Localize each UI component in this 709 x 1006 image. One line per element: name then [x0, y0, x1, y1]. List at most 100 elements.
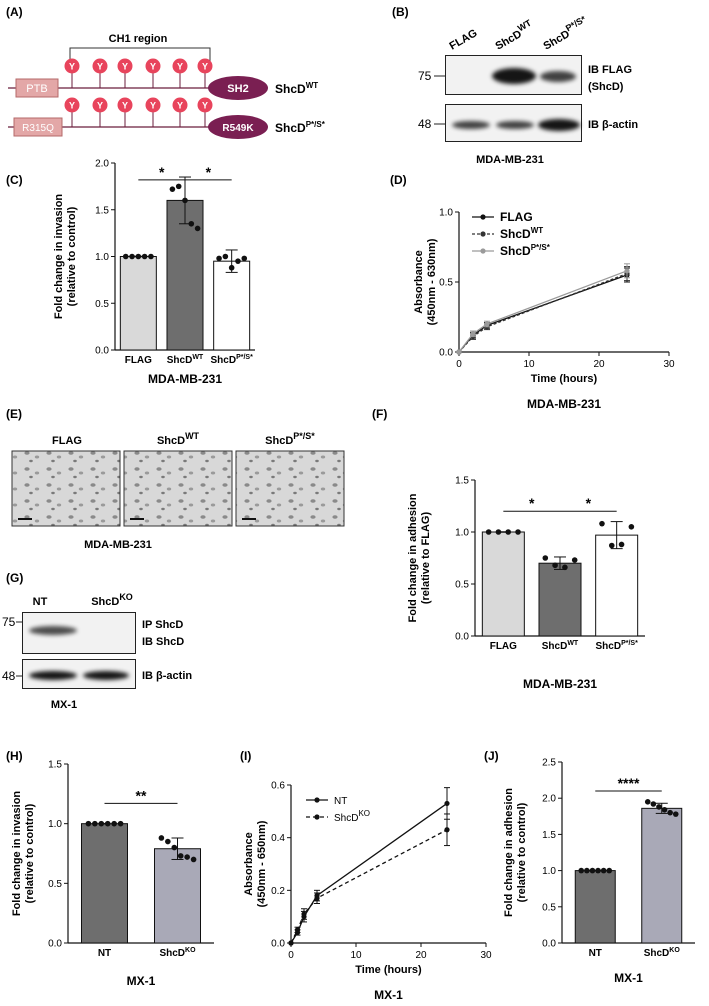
panel-g-cell-line: MX-1 [51, 699, 77, 711]
y-tick-label: 1.5 [455, 476, 469, 487]
y-axis-label: Absorbance [413, 250, 425, 314]
data-point [228, 264, 235, 271]
panel-label-d: (D) [390, 173, 407, 187]
chart-c: 0.0 0.5 1.0 1.5 2.0 Fold change in invasion (r… [53, 159, 255, 386]
panel-g-labels: NT ShcDKO 75 48 IP ShcD IB ShcD IB β-act… [2, 592, 192, 711]
x-tick-label: 10 [523, 359, 535, 370]
blot-g-actin [22, 659, 136, 689]
blot-g-shcd [22, 612, 136, 654]
data-point [171, 844, 178, 851]
mw-48-g: 48 [2, 669, 16, 683]
data-point [618, 541, 625, 548]
data-point [485, 529, 492, 535]
y-tick-label: 0.0 [542, 939, 556, 950]
micrograph-shcd-wt [123, 450, 233, 527]
tick-label: FLAG [125, 355, 152, 366]
tyrosine-label: Y [122, 101, 128, 111]
significance-mark: * [159, 164, 165, 180]
tyrosine-label: Y [69, 101, 75, 111]
data-point [515, 529, 521, 535]
tyrosine-icon [117, 58, 133, 74]
ptb-domain-label: PTB [26, 83, 47, 95]
data-point [184, 854, 190, 860]
y-axis-label: Fold change in adhesion [407, 493, 419, 622]
x-tick-label: 10 [350, 950, 362, 961]
panel-label-c: (C) [6, 173, 23, 187]
tyrosine-label: Y [150, 62, 156, 72]
data-point [111, 820, 117, 827]
mw-48-b: 48 [418, 117, 432, 131]
x-axis-label: MX-1 [614, 971, 643, 985]
tick-label: ShcDWT [167, 354, 204, 366]
tyrosine-label: Y [202, 62, 208, 72]
lane-label-flag: FLAG [448, 27, 480, 52]
micro-label-shcd-mut: ShcDP*/S* [265, 431, 315, 447]
y-tick-label: 0.6 [271, 781, 285, 792]
data-point [624, 268, 630, 274]
y-tick-label: 0.5 [95, 299, 109, 310]
ib-flag-sublabel: (ShcD) [588, 81, 624, 93]
panel-label-j: (J) [484, 749, 499, 763]
r315q-label: R315Q [22, 123, 54, 134]
significance-mark: * [586, 495, 592, 511]
band-actin-3 [538, 119, 580, 131]
chart-j: 0.0 0.5 1.0 1.5 2.0 2.5 Fold change in adhesio… [503, 758, 695, 985]
data-point [456, 349, 462, 355]
data-point [542, 555, 549, 561]
significance-mark: * [206, 164, 212, 180]
data-point [552, 562, 558, 569]
data-point [650, 801, 657, 807]
data-point [301, 911, 307, 917]
legend-label: FLAG [500, 210, 533, 224]
y-tick-label: 1.5 [48, 760, 62, 771]
tyrosine-icon [172, 97, 188, 113]
panel-label-b: (B) [392, 5, 409, 19]
tyrosine-label: Y [97, 62, 103, 72]
bar [166, 199, 204, 351]
data-point [589, 867, 596, 874]
legend-label: ShcDWT [500, 226, 543, 241]
micro-label-shcd-wt: ShcDWT [157, 431, 200, 447]
y-axis-label: Fold change in invasion [11, 791, 23, 917]
ib-shcd-label: IB ShcD [142, 636, 184, 648]
x-tick-label: 30 [480, 950, 492, 961]
tick-label: NT [98, 948, 111, 959]
band-actin-2 [496, 121, 534, 129]
tyrosine-label: Y [177, 101, 183, 111]
data-point [235, 258, 241, 264]
tick-label: ShcDP*/S* [596, 640, 639, 652]
data-point [606, 867, 613, 874]
data-point [600, 867, 607, 874]
data-point [444, 800, 450, 807]
y-tick-label: 1.0 [95, 252, 109, 263]
band-flag-wt [492, 68, 536, 84]
series-line [290, 829, 448, 944]
mw-75-g: 75 [2, 615, 16, 629]
panel-e-cell-line: MDA-MB-231 [84, 539, 152, 551]
data-point [194, 225, 201, 232]
data-point [444, 827, 450, 833]
y-tick-label: 0.0 [439, 348, 453, 359]
legend-label: ShcDKO [334, 809, 370, 824]
y-tick-label: 0.5 [542, 902, 556, 913]
y-tick-label: 0.5 [48, 879, 62, 890]
bar [213, 260, 251, 351]
band-actin-ko [83, 671, 129, 680]
y-axis-label: (relative to FLAG) [420, 512, 432, 605]
legend-marker [314, 814, 320, 820]
band-actin-1 [452, 121, 490, 129]
blot-b-actin [445, 104, 582, 142]
row2-protein-name: ShcDP*/S* [275, 120, 326, 135]
y-tick-label: 0.0 [271, 939, 285, 950]
data-point [288, 940, 294, 946]
data-point [495, 529, 502, 535]
x-tick-label: 30 [663, 359, 675, 370]
tyrosine-label: Y [97, 101, 103, 111]
y-tick-label: 2.5 [542, 758, 556, 769]
x-axis-label: MX-1 [127, 974, 156, 988]
x-axis-label: Time (hours) [531, 373, 598, 385]
data-point [584, 867, 590, 874]
